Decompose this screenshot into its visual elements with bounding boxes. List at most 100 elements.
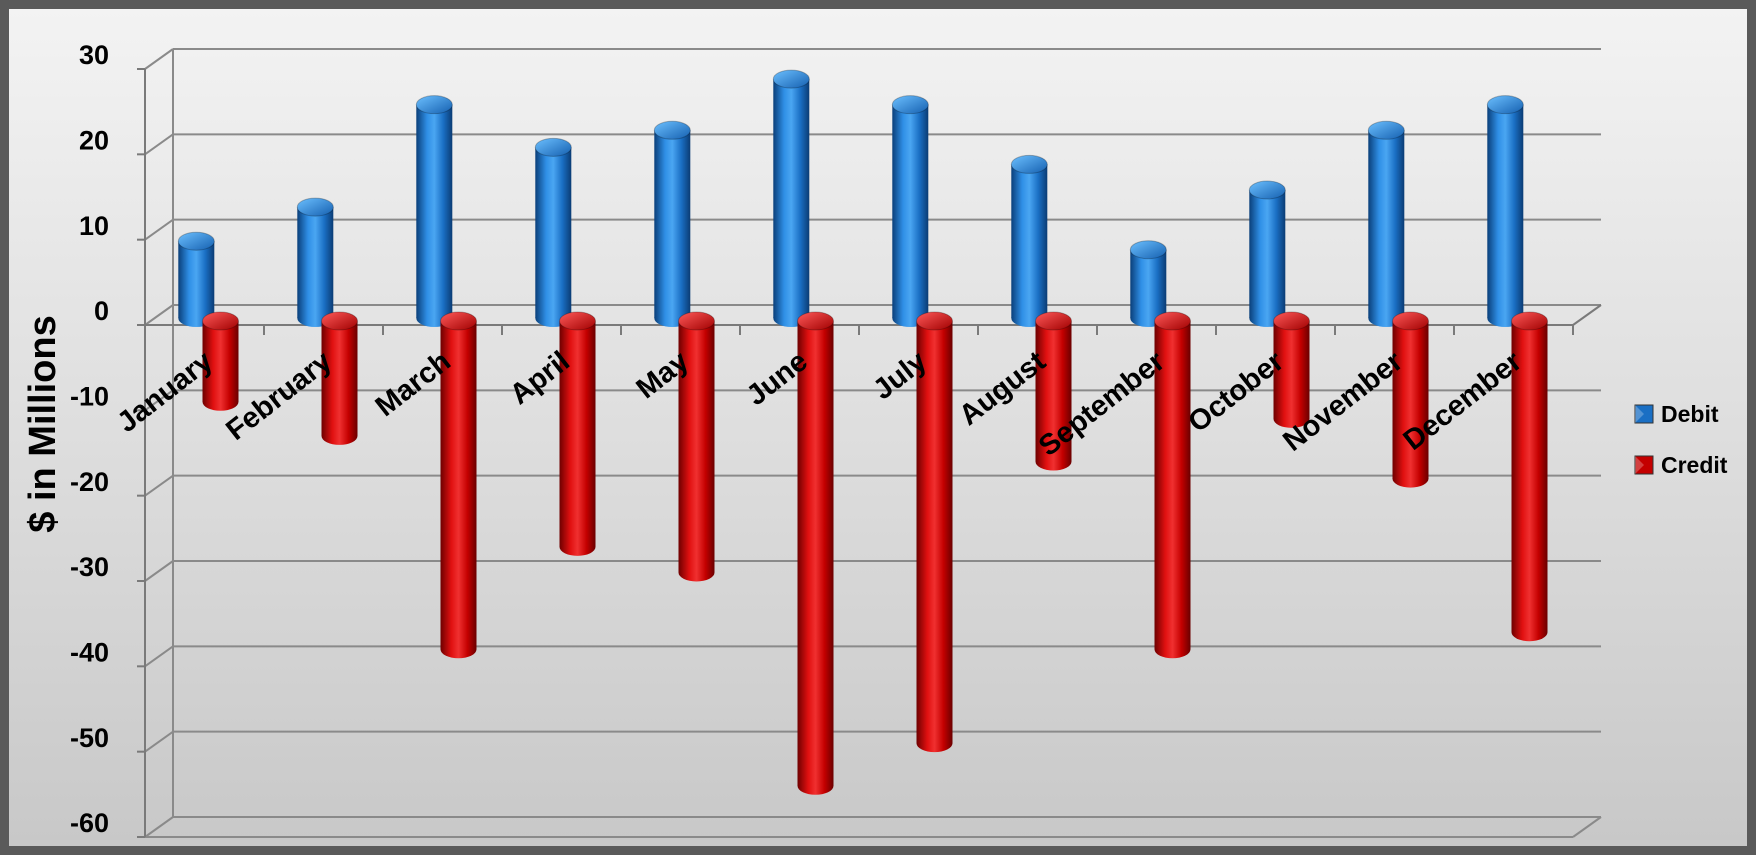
y-tick-label: -60: [70, 808, 109, 838]
debit-bar-may: [653, 120, 691, 327]
debit-bar-august-cap: [1010, 154, 1048, 174]
credit-bar-february-bottom: [321, 426, 358, 445]
credit-bar-june: [797, 311, 834, 795]
debit-bar-october: [1248, 180, 1286, 327]
credit-bar-april: [559, 311, 596, 556]
legend: Debit Credit: [1634, 401, 1728, 478]
y-axis-title: $ in Millions: [22, 315, 64, 532]
legend-swatch-shade: [1635, 456, 1644, 474]
credit-bar-may: [678, 311, 715, 582]
credit-bar-november: [1392, 311, 1429, 488]
credit-bar-july-bottom: [916, 734, 953, 753]
gridline-depth: [144, 389, 174, 412]
credit-bar-october-cap: [1273, 311, 1310, 331]
debit-bar-february-body: [297, 207, 334, 318]
debit-bar-december-cap: [1486, 95, 1524, 115]
debit-bar-march-cap: [415, 95, 453, 115]
y-tick-label: 30: [79, 40, 109, 70]
debit-bar-january: [177, 231, 215, 327]
credit-bar-june-cap: [797, 311, 834, 331]
debit-bar-december-body: [1487, 104, 1524, 319]
axes: [137, 49, 1602, 838]
debit-bar-march: [415, 95, 453, 327]
y-tick-labels: 30 20 10 0 -10 -20 -30 -40 -50 -60: [70, 40, 109, 838]
credit-bar-september-body: [1154, 321, 1191, 650]
y-tick-label: -40: [70, 637, 109, 667]
y-tick-label: -30: [70, 552, 109, 582]
credit-bar-september-bottom: [1154, 640, 1191, 659]
credit-bar-september-cap: [1154, 311, 1191, 331]
debit-bar-august-body: [1011, 164, 1048, 318]
y-tick-label: 10: [79, 211, 109, 241]
legend-label: Credit: [1661, 452, 1728, 478]
credit-bar-may-bottom: [678, 563, 715, 582]
gridline-depth: [144, 474, 174, 497]
debit-bar-april-cap: [534, 137, 572, 157]
credit-bar-may-body: [678, 321, 715, 573]
legend-item-debit: Debit: [1634, 401, 1719, 427]
y-tick-label: -10: [70, 381, 109, 411]
gridlines: [144, 48, 1602, 838]
debit-bar-january-cap: [177, 231, 215, 251]
credit-bar-january-bottom: [202, 392, 239, 411]
gridline-depth: [144, 218, 174, 241]
credit-bar-march-cap: [440, 311, 477, 331]
y-tick-label: 0: [94, 296, 109, 326]
debit-bar-december: [1486, 95, 1524, 327]
debit-bar-february-cap: [296, 197, 334, 217]
credit-bar-october-bottom: [1273, 409, 1310, 428]
credit-bar-april-cap: [559, 311, 596, 331]
bars: [177, 69, 1548, 795]
legend-swatch: [1634, 455, 1654, 475]
debit-bar-october-cap: [1248, 180, 1286, 200]
debit-bar-june-body: [773, 79, 810, 318]
credit-bar-february: [321, 311, 358, 445]
debit-bar-may-cap: [653, 120, 691, 140]
gridline-depth: [144, 816, 174, 838]
credit-bar-february-cap: [321, 311, 358, 331]
debit-bar-february: [296, 197, 334, 327]
credit-bar-november-cap: [1392, 311, 1429, 331]
credit-bar-august-cap: [1035, 311, 1072, 331]
gridline-depth: [144, 560, 174, 582]
gridline-depth: [144, 304, 174, 326]
credit-bar-march-body: [440, 321, 477, 650]
legend-swatch-shade: [1635, 405, 1644, 423]
credit-bar-june-bottom: [797, 776, 834, 795]
credit-bar-october: [1273, 311, 1310, 428]
credit-bar-june-body: [797, 321, 834, 786]
credit-bar-august: [1035, 311, 1072, 471]
credit-bar-august-body: [1035, 321, 1072, 462]
gridline-depth: [144, 645, 174, 668]
credit-bar-march: [440, 311, 477, 659]
credit-bar-november-body: [1392, 321, 1429, 479]
credit-bar-october-body: [1273, 321, 1310, 419]
credit-bar-february-body: [321, 321, 358, 436]
credit-bar-december: [1511, 311, 1548, 642]
debit-bar-september: [1129, 240, 1167, 327]
x-axis-depth: [1572, 304, 1602, 326]
debit-bar-july-cap: [891, 95, 929, 115]
debit-bar-september-cap: [1129, 240, 1167, 260]
debit-bar-september-body: [1130, 249, 1167, 318]
credit-bar-july-cap: [916, 311, 953, 331]
credit-bar-december-cap: [1511, 311, 1548, 331]
credit-bar-september: [1154, 311, 1191, 659]
credit-bar-april-body: [559, 321, 596, 547]
credit-bar-august-bottom: [1035, 452, 1072, 471]
debit-bar-may-body: [654, 130, 691, 318]
floor-side-edge: [1572, 816, 1602, 838]
debit-bar-june: [772, 69, 810, 327]
legend-swatch: [1634, 404, 1654, 424]
debit-bar-june-cap: [772, 69, 810, 89]
debit-bar-july: [891, 95, 929, 327]
credit-bar-november-bottom: [1392, 469, 1429, 488]
legend-label: Debit: [1661, 401, 1719, 427]
debit-bar-april: [534, 137, 572, 327]
credit-bar-january-body: [202, 321, 239, 402]
credit-bar-july-body: [916, 321, 953, 744]
y-tick-label: -20: [70, 467, 109, 497]
credit-bar-december-body: [1511, 321, 1548, 633]
gridline-depth: [144, 133, 174, 156]
